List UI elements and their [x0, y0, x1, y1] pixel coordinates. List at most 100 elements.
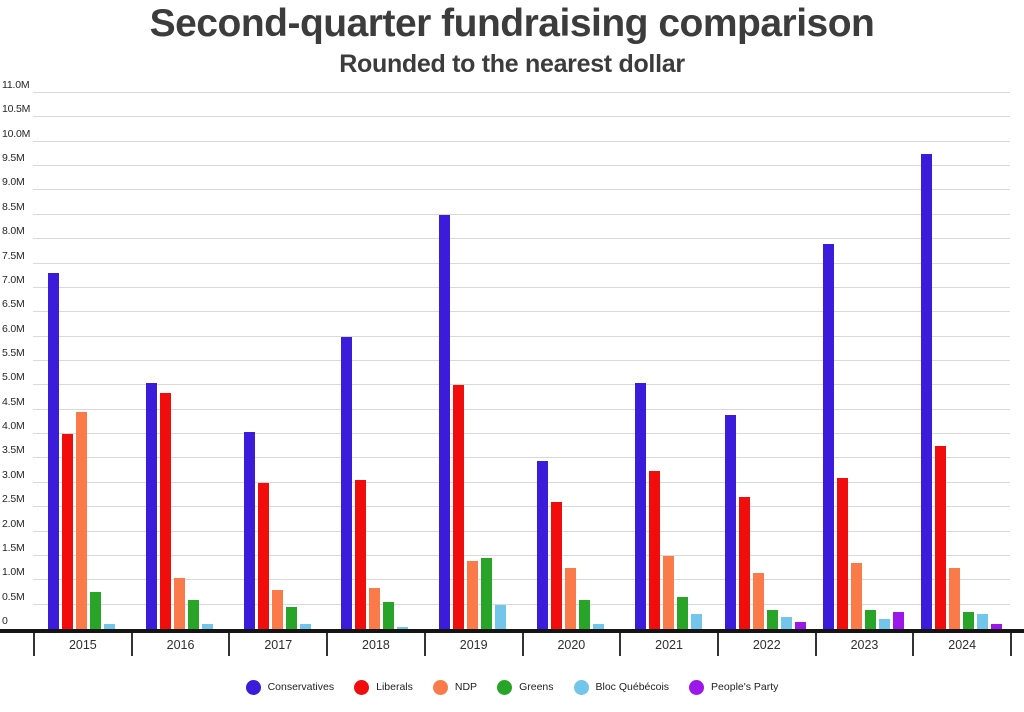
y-axis-label-3.0M: 3.0M [2, 468, 25, 481]
bar-liberals-2019 [453, 385, 465, 629]
bar-greens-2022 [767, 609, 779, 629]
bar-bloc-quebecois-2016 [202, 624, 214, 629]
bar-group-2021 [619, 93, 717, 629]
bar-conservatives-2015 [48, 273, 60, 629]
y-axis-label-1.0M: 1.0M [2, 566, 25, 579]
y-axis-label-4.0M: 4.0M [2, 420, 25, 433]
gridline-11.0M [33, 92, 1010, 93]
y-axis-label-6.5M: 6.5M [2, 298, 25, 311]
bar-liberals-2023 [836, 477, 848, 629]
bar-liberals-2020 [550, 502, 562, 629]
bar-people-s-party-2024 [990, 624, 1002, 629]
bar-bloc-quebecois-2018 [397, 626, 409, 629]
gridline-8.5M [33, 213, 1010, 215]
x-axis-label-2022: 2022 [752, 637, 781, 652]
legend: Conservatives Liberals NDP Greens Bloc Québé… [0, 674, 1024, 700]
plot-area: 0 0.5M 1.0M 1.5M 2.0M 2.5M 3.0M 3.5M 4.0M 4.5M 5.0… [2, 80, 1010, 629]
y-axis-label-6.0M: 6.0M [2, 322, 25, 335]
bar-ndp-2023 [850, 563, 862, 629]
bar-greens-2017 [285, 607, 297, 629]
y-axis-label-2.5M: 2.5M [2, 493, 25, 506]
x-axis-label-2023: 2023 [850, 637, 879, 652]
bar-bloc-quebecois-2020 [592, 624, 604, 629]
bar-conservatives-2017 [243, 431, 255, 629]
bar-greens-2019 [481, 558, 493, 629]
bar-conservatives-2022 [725, 414, 737, 629]
y-axis-label-0.5M: 0.5M [2, 590, 25, 603]
x-axis-label-2019: 2019 [459, 637, 488, 652]
legend-item-conservatives: Conservatives [245, 679, 335, 695]
x-axis-cell-2015: 2015 [33, 633, 131, 656]
gridline-1.0M [33, 579, 1010, 581]
bar-ndp-2015 [76, 412, 88, 629]
bar-greens-2015 [90, 592, 102, 629]
bar-ndp-2021 [662, 555, 674, 629]
legend-label-greens: Greens [519, 681, 554, 693]
bar-conservatives-2024 [920, 153, 932, 629]
gridline-2.0M [33, 530, 1010, 532]
legend-item-ndp: NDP [432, 679, 478, 695]
bar-groups [33, 93, 1010, 629]
y-axis-label-1.5M: 1.5M [2, 541, 25, 554]
legend-label-liberals: Liberals [376, 681, 413, 693]
x-axis-cell-2020: 2020 [521, 633, 620, 656]
legend-label-ndp: NDP [454, 681, 478, 693]
x-axis-line [0, 629, 1024, 633]
bar-greens-2018 [383, 602, 395, 629]
x-axis-cell-2024: 2024 [912, 633, 1010, 656]
x-axis-cell-2022: 2022 [716, 633, 815, 656]
gridline-3.5M [33, 457, 1010, 459]
gridline-10.0M [33, 140, 1010, 142]
y-axis-label-3.5M: 3.5M [2, 444, 25, 457]
bar-greens-2023 [864, 609, 876, 629]
legend-swatch-people-s-party [689, 679, 705, 695]
bar-conservatives-2018 [341, 336, 353, 629]
bar-bloc-quebecois-2022 [781, 616, 793, 629]
legend-swatch-liberals [354, 679, 370, 695]
bar-group-2015 [33, 93, 131, 629]
bar-liberals-2017 [257, 482, 269, 629]
gridline-1.5M [33, 554, 1010, 556]
legend-swatch-bloc-quebecois [573, 679, 589, 695]
legend-item-liberals: Liberals [354, 679, 413, 695]
bar-group-2018 [326, 93, 424, 629]
bar-bloc-quebecois-2019 [495, 604, 507, 629]
gridline-6.5M [33, 311, 1010, 313]
gridline-5.5M [33, 360, 1010, 361]
bar-ndp-2016 [174, 577, 186, 629]
bar-bloc-quebecois-2021 [690, 614, 702, 629]
y-axis-label-9.0M: 9.0M [2, 176, 25, 189]
bar-liberals-2022 [739, 497, 751, 629]
bar-greens-2024 [962, 611, 974, 629]
y-axis-label-11.0M: 11.0M [2, 79, 30, 91]
bar-liberals-2021 [648, 470, 660, 629]
gridline-4.0M [33, 433, 1010, 435]
x-axis-label-2015: 2015 [68, 637, 97, 652]
gridline-2.5M [33, 506, 1010, 508]
bar-group-2020 [522, 93, 620, 629]
bar-people-s-party-2022 [795, 621, 807, 629]
gridline-9.5M [33, 165, 1010, 167]
x-axis: 2015 2016 2017 2018 2019 2020 2021 2022 2023 2024 [33, 633, 1012, 656]
bar-conservatives-2020 [536, 460, 548, 629]
bar-group-2024 [912, 93, 1010, 629]
y-axis-label-5.5M: 5.5M [2, 347, 25, 359]
bar-conservatives-2023 [822, 244, 834, 629]
bar-group-2019 [424, 93, 522, 629]
legend-swatch-conservatives [245, 679, 261, 695]
bar-conservatives-2016 [146, 382, 158, 629]
bar-ndp-2019 [467, 560, 479, 629]
bar-conservatives-2021 [634, 382, 646, 629]
legend-label-bloc-quebecois: Bloc Québécois [595, 681, 670, 693]
bar-liberals-2015 [62, 434, 74, 629]
y-axis-label-7.0M: 7.0M [2, 273, 25, 286]
bar-ndp-2020 [564, 568, 576, 629]
legend-label-conservatives: Conservatives [267, 681, 335, 693]
bar-bloc-quebecois-2023 [878, 619, 890, 629]
gridline-4.5M [33, 408, 1010, 410]
gridline-7.0M [33, 286, 1010, 288]
bar-greens-2020 [578, 599, 590, 629]
bar-conservatives-2019 [439, 214, 451, 629]
y-axis-label-0: 0 [2, 615, 8, 627]
